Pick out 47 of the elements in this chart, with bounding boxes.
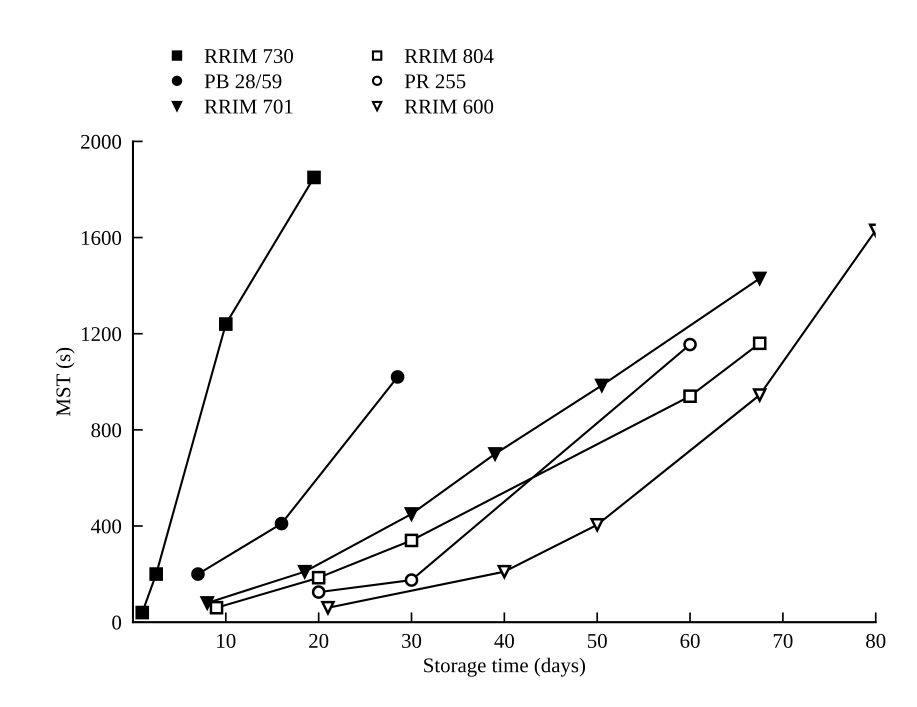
- legend-label: RRIM 730: [204, 49, 293, 64]
- x-tick-label: 40: [494, 634, 514, 648]
- point: [404, 573, 418, 587]
- point: [752, 336, 766, 350]
- y-tick-label: 0: [112, 616, 122, 630]
- point: [298, 564, 312, 578]
- point: [752, 388, 766, 402]
- point: [312, 570, 326, 584]
- point: [390, 370, 404, 384]
- legend-label: RRIM 701: [204, 100, 293, 114]
- point: [307, 170, 321, 184]
- point: [149, 567, 163, 581]
- legend-label: RRIM 600: [404, 100, 494, 114]
- point: [191, 567, 205, 581]
- point: [498, 564, 512, 578]
- point: [312, 585, 326, 599]
- point: [595, 378, 609, 392]
- point: [135, 606, 150, 620]
- point: [200, 596, 214, 610]
- x-tick-label: 70: [774, 634, 793, 648]
- y-tick-label: 2000: [81, 134, 122, 149]
- point: [404, 507, 418, 521]
- y-tick-label: 800: [91, 423, 122, 438]
- point: [404, 534, 418, 548]
- point: [210, 600, 224, 615]
- legend-label: PB 28/59: [204, 74, 282, 88]
- point: [321, 600, 335, 615]
- x-tick-label: 20: [309, 634, 328, 648]
- x-tick-label: 60: [680, 634, 700, 648]
- point: [752, 272, 766, 286]
- y-tick-label: 1200: [82, 327, 122, 342]
- point: [683, 338, 697, 352]
- y-axis-title: MST (s): [56, 348, 75, 416]
- legend-label: RRIM 804: [404, 49, 494, 64]
- y-tick-label: 1600: [82, 230, 122, 245]
- y-tick-label: 400: [91, 519, 122, 534]
- point: [219, 317, 233, 331]
- x-tick-label: 10: [217, 634, 236, 648]
- x-tick-label: 80: [866, 634, 886, 648]
- x-axis-title: Storage time (days): [424, 658, 586, 677]
- legend-label: PR 255: [404, 74, 466, 88]
- x-tick-label: 50: [588, 634, 607, 648]
- point: [274, 516, 288, 530]
- x-tick-label: 30: [402, 634, 422, 648]
- point: [683, 389, 697, 404]
- point: [488, 447, 502, 461]
- point: [590, 518, 604, 532]
